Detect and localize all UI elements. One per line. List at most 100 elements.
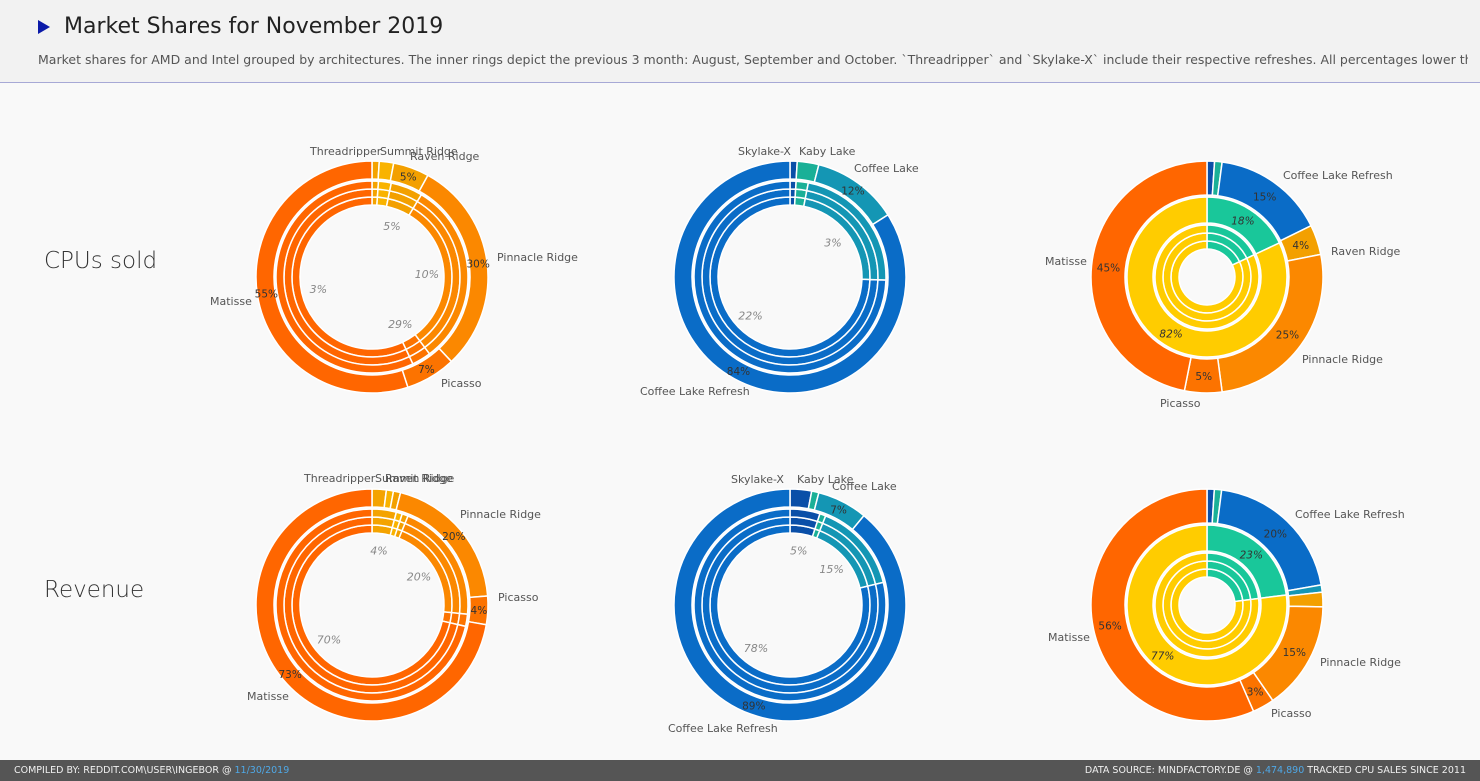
category-label: Matisse xyxy=(247,690,289,703)
category-label: Threadripper xyxy=(309,145,382,158)
category-label: Raven Ridge xyxy=(410,150,480,163)
amd-cpus-inner-label: 29% xyxy=(388,318,412,331)
category-label: Coffee Lake Refresh xyxy=(668,722,778,735)
intel-revenue-inner-label: 15% xyxy=(819,563,843,576)
row-label-revenue: Revenue xyxy=(44,577,145,603)
category-label: Raven Ridge xyxy=(385,472,455,485)
category-label: Pinnacle Ridge xyxy=(1302,353,1383,366)
category-label: Coffee Lake Refresh xyxy=(1283,169,1393,182)
footer-credit: COMPILED BY: REDDIT.COM\USER\INGEBOR @ 1… xyxy=(14,765,289,776)
category-label: Matisse xyxy=(210,295,252,308)
all-revenue-outer-value-label: 20% xyxy=(1264,528,1287,540)
all-cpus-month2-slice-amd xyxy=(1154,224,1260,330)
all-cpus-middle-value-label: 82% xyxy=(1159,329,1182,341)
row-label-cpus-sold: CPUs sold xyxy=(44,248,158,274)
all-cpus-outer-value-label: 25% xyxy=(1276,330,1299,342)
category-label: Pinnacle Ridge xyxy=(497,251,578,264)
category-label: Summit Ridge xyxy=(375,472,453,485)
intel-cpus-inner-label: 3% xyxy=(824,237,841,250)
intel-revenue-inner-label: 5% xyxy=(790,545,807,558)
intel-cpus-month2-slice-coffee-lake-refresh xyxy=(693,180,887,374)
amd-revenue-inner-label: 20% xyxy=(407,570,431,583)
amd-cpus-month2-slice-matisse xyxy=(275,180,414,374)
category-label: Threadripper xyxy=(303,472,376,485)
all-cpus-middle-value-label: 18% xyxy=(1231,215,1254,227)
all-cpus-outer-value-label: 15% xyxy=(1253,192,1276,204)
footer-source-suffix: TRACKED CPU SALES SINCE 2011 xyxy=(1307,765,1466,776)
donut-chart-all-revenue: 23% 77% 20% 15% 3% 56% xyxy=(1090,488,1324,722)
footer-source-text: DATA SOURCE: MINDFACTORY.DE @ xyxy=(1084,765,1253,776)
amd-revenue-outer-value-label: 4% xyxy=(471,605,488,617)
category-label: Skylake-X xyxy=(731,473,784,486)
category-label: Matisse xyxy=(1048,631,1090,644)
category-label: Kaby Lake xyxy=(797,473,854,486)
title-row: Market Shares for November 2019 xyxy=(38,14,443,39)
amd-revenue-outer-slice-matisse xyxy=(255,488,488,722)
page-title: Market Shares for November 2019 xyxy=(64,14,444,39)
intel-revenue-month2-slice-coffee-lake-refresh xyxy=(693,508,887,702)
category-label: Skylake-X xyxy=(738,145,791,158)
category-label: Coffee Lake Refresh xyxy=(640,385,750,398)
intel-cpus-outer-value-label: 84% xyxy=(727,366,750,378)
all-cpus-outer-value-label: 5% xyxy=(1195,371,1212,383)
intel-revenue-outer-value-label: 89% xyxy=(742,701,765,713)
category-label: Pinnacle Ridge xyxy=(1320,656,1401,669)
footer-credit-text: COMPILED BY: REDDIT.COM\USER\INGEBOR @ xyxy=(14,765,232,776)
amd-revenue-inner-label: 4% xyxy=(370,544,387,557)
footer-date: 11/30/2019 xyxy=(234,765,290,776)
amd-cpus-outer-slice-matisse xyxy=(255,160,409,394)
category-label: Coffee Lake xyxy=(832,480,897,493)
donut-chart-amd-revenue: 4% 20% 70% 20% 4% 73% xyxy=(255,488,489,722)
amd-cpus-inner-label: 10% xyxy=(415,268,439,281)
intel-revenue-inner-label: 78% xyxy=(744,642,768,655)
amd-cpus-inner-label: 3% xyxy=(310,283,327,296)
amd-revenue-inner-label: 70% xyxy=(317,633,341,646)
category-label: Picasso xyxy=(1160,397,1201,410)
all-cpus-outer-value-label: 45% xyxy=(1097,262,1120,274)
amd-cpus-outer-value-label: 5% xyxy=(400,171,417,183)
category-label: Coffee Lake xyxy=(854,162,919,175)
intel-cpus-inner-label: 22% xyxy=(738,309,762,322)
category-label: Pinnacle Ridge xyxy=(460,508,541,521)
category-label: Raven Ridge xyxy=(1331,245,1401,258)
all-revenue-outer-slice-matisse xyxy=(1090,488,1255,722)
category-label: Picasso xyxy=(1271,707,1312,720)
intel-revenue-outer-slice-coffee-lake-refresh xyxy=(673,488,907,722)
all-revenue-middle-slice-amd xyxy=(1126,524,1288,686)
play-triangle-icon xyxy=(38,19,50,34)
category-label: Picasso xyxy=(441,377,482,390)
footer: COMPILED BY: REDDIT.COM\USER\INGEBOR @ 1… xyxy=(0,760,1480,781)
amd-cpus-outer-value-label: 55% xyxy=(255,289,278,301)
all-revenue-outer-value-label: 15% xyxy=(1283,647,1306,659)
amd-revenue-month2-slice-matisse xyxy=(275,508,467,702)
all-revenue-middle-value-label: 77% xyxy=(1151,650,1174,662)
donut-chart-amd-cpus: 5% 10% 29% 3% 5% 30% 7% 55% xyxy=(255,160,490,394)
all-revenue-outer-value-label: 3% xyxy=(1247,687,1264,699)
amd-cpus-inner-label: 5% xyxy=(383,220,400,233)
header: Market Shares for November 2019 Market s… xyxy=(0,0,1480,83)
category-label: Matisse xyxy=(1045,255,1087,268)
category-label: Kaby Lake xyxy=(799,145,856,158)
all-revenue-month2-slice-amd xyxy=(1154,552,1260,658)
donut-chart-intel-revenue: 5% 15% 78% 7% 89% xyxy=(673,488,907,722)
donut-chart-intel-cpus: 3% 22% 12% 84% xyxy=(673,160,907,394)
amd-revenue-outer-value-label: 20% xyxy=(442,531,465,543)
intel-revenue-outer-value-label: 7% xyxy=(830,505,847,517)
intel-cpus-outer-slice-coffee-lake-refresh xyxy=(673,160,907,394)
all-revenue-outer-value-label: 56% xyxy=(1098,620,1121,632)
amd-revenue-outer-value-label: 73% xyxy=(278,669,301,681)
all-revenue-middle-value-label: 23% xyxy=(1240,550,1263,562)
intel-cpus-outer-value-label: 12% xyxy=(841,185,864,197)
all-cpus-middle-slice-amd xyxy=(1126,196,1288,358)
all-cpus-outer-value-label: 4% xyxy=(1292,240,1309,252)
footer-count: 1,474,890 xyxy=(1255,765,1305,776)
amd-cpus-outer-value-label: 7% xyxy=(418,364,435,376)
category-label: Picasso xyxy=(498,591,539,604)
footer-source: DATA SOURCE: MINDFACTORY.DE @ 1,474,890 … xyxy=(1085,765,1466,776)
amd-cpus-outer-value-label: 30% xyxy=(466,259,489,271)
category-label: Summit Ridge xyxy=(380,145,458,158)
charts-canvas: 5% 10% 29% 3% 5% 30% 7% 55% 3% 22% 12% 84% 18% 82% 15%… xyxy=(210,145,1405,735)
page-subtitle: Market shares for AMD and Intel grouped … xyxy=(38,52,1468,67)
all-cpus-outer-slice-matisse xyxy=(1090,160,1208,392)
donut-chart-all-cpus: 18% 82% 15% 4% 25% 5% 45% xyxy=(1090,160,1324,394)
